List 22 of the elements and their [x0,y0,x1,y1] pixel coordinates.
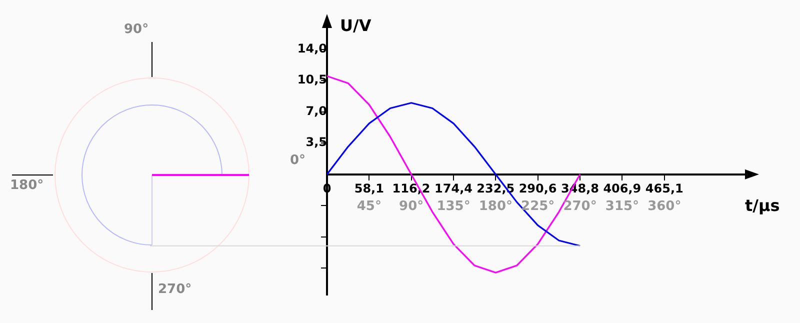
x-tick-label: 58,1 [354,182,384,196]
x-axis-title: t/µs [745,196,780,215]
x2-tick-label: 180° [478,199,513,214]
x2-tick-label: 360° [648,199,682,214]
x-tick-label: 406,9 [603,182,642,196]
x-tick-label: 174,4 [434,182,472,196]
x-tick-label: 465,1 [645,182,684,196]
y-tick-label: 10,5 [297,72,327,87]
x-tick-label: 290,6 [518,182,557,196]
x2-tick-label: 135° [436,199,470,214]
x2-tick-label: 315° [605,199,640,214]
x2-tick-label: 225° [521,199,555,214]
x2-tick-label: 270° [563,199,597,214]
y-axis-title: U/V [340,16,372,35]
y-tick-label: 3,5 [306,135,327,150]
x2-tick-label: 45° [356,199,382,214]
x2-tick-label: 90° [399,199,424,214]
text: 270° [158,282,192,297]
text: 180° [10,178,44,193]
y-tick-label: 14,0 [297,41,327,56]
text: 0° [290,153,306,168]
text: 90° [124,22,149,37]
